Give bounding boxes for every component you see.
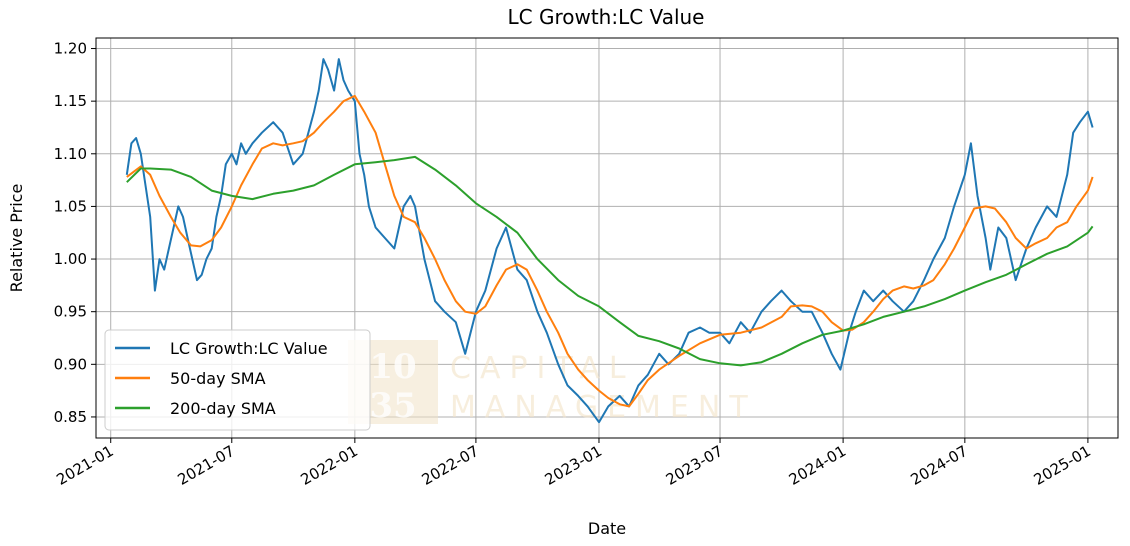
x-tick-label: 2021-07	[174, 442, 237, 489]
legend-box	[104, 329, 371, 431]
y-tick-label: 1.05	[54, 197, 87, 215]
legend: LC Growth:LC Value 50-day SMA 200-day SMA	[104, 329, 371, 431]
series-line-0	[125, 58, 1094, 424]
chart-title: LC Growth:LC Value	[508, 5, 705, 29]
watermark-box-bottom: 35	[369, 386, 416, 426]
y-tick-label: 0.85	[54, 408, 87, 426]
series-line-2	[126, 155, 1094, 367]
series-line-1	[126, 94, 1094, 408]
legend-label-1: 50-day SMA	[170, 369, 266, 388]
watermark-box-top: 10	[369, 347, 416, 387]
x-tick-label: 2022-07	[419, 442, 482, 489]
legend-label-0: LC Growth:LC Value	[170, 339, 328, 358]
y-axis-label: Relative Price	[7, 184, 26, 293]
watermark-text-bottom: MANAGEMENT	[450, 390, 757, 425]
y-tick-label: 1.00	[54, 250, 87, 268]
x-axis-label: Date	[588, 519, 626, 538]
watermark: 10 35 CAPITAL MANAGEMENT	[348, 340, 757, 426]
x-tick-label: 2022-01	[298, 442, 361, 489]
x-tick-label: 2021-01	[53, 442, 116, 489]
y-tick-label: 1.10	[54, 145, 87, 163]
legend-label-2: 200-day SMA	[170, 399, 276, 418]
watermark-text-top: CAPITAL	[450, 351, 635, 386]
y-tick-label: 1.15	[54, 92, 87, 110]
x-tick-label: 2024-01	[786, 442, 849, 489]
x-tick-label: 2025-01	[1031, 442, 1094, 489]
x-tick-label: 2023-07	[663, 442, 726, 489]
y-tick-label: 0.95	[54, 303, 87, 321]
x-tick-label: 2023-01	[542, 442, 605, 489]
plot-frame	[95, 37, 1119, 439]
x-tick-label: 2024-07	[908, 442, 971, 489]
y-tick-label: 1.20	[54, 40, 87, 58]
y-tick-label: 0.90	[54, 355, 87, 373]
